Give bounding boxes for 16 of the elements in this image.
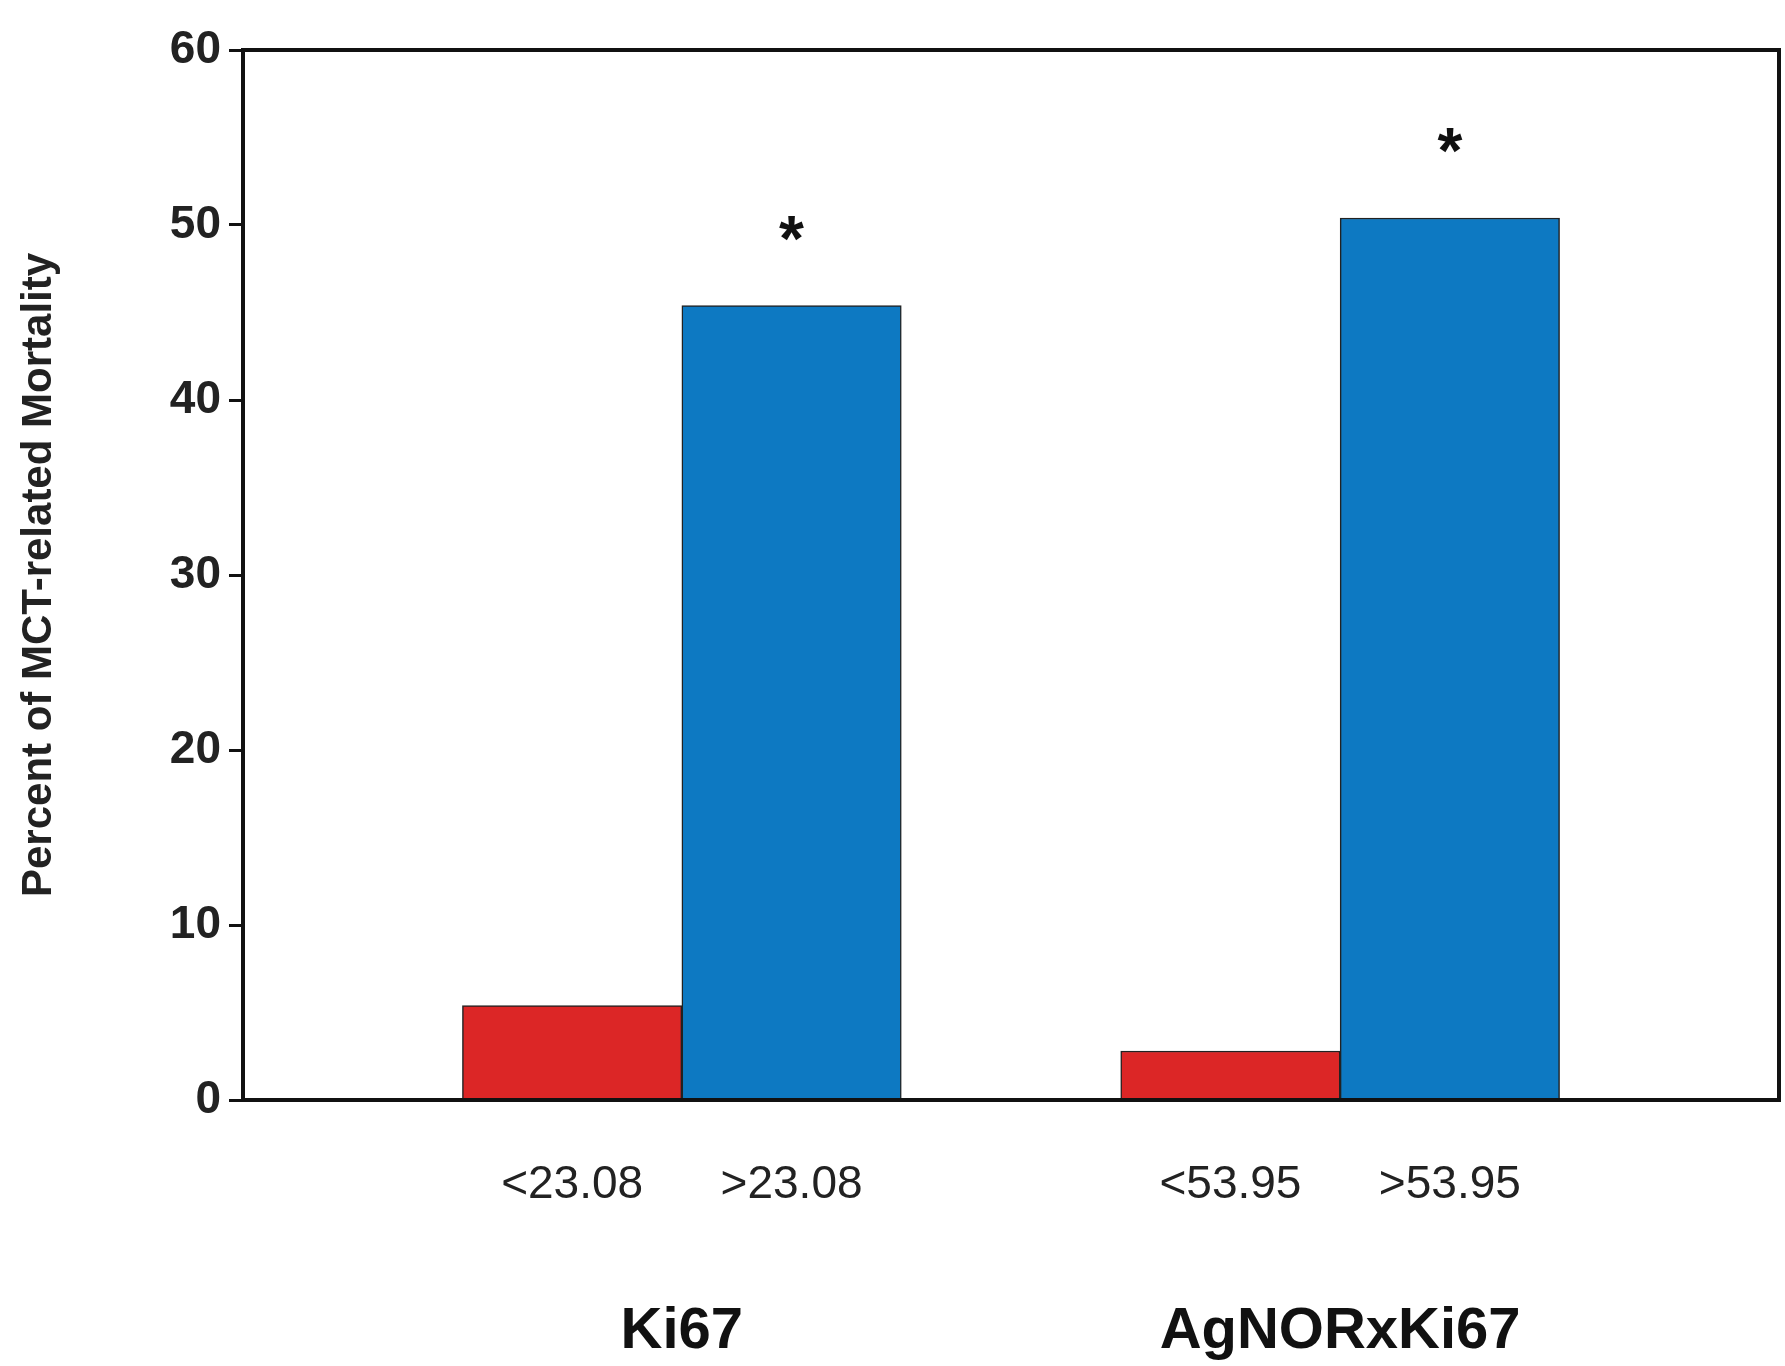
y-tick-label: 20 [169,720,221,773]
y-tick-label: 40 [169,370,221,423]
annotation: * [779,202,805,275]
y-tick-label: 30 [169,545,221,598]
y-axis-title: Percent of MCT-related Mortality [12,252,60,898]
y-tick-label: 10 [169,895,221,948]
text: AgNORxKi67 [1159,1295,1521,1360]
x-tick-label: >23.08 [720,1156,863,1209]
y-tick-label: 0 [195,1070,221,1123]
annotation: * [1437,115,1463,187]
y-tick-label: 60 [169,20,221,73]
text: Ki67 [620,1295,744,1360]
x-tick-label: <23.08 [501,1156,644,1209]
x-tick-label: <53.95 [1159,1156,1302,1209]
y-tick-label: 50 [169,195,221,248]
x-tick-label: >53.95 [1378,1156,1521,1209]
